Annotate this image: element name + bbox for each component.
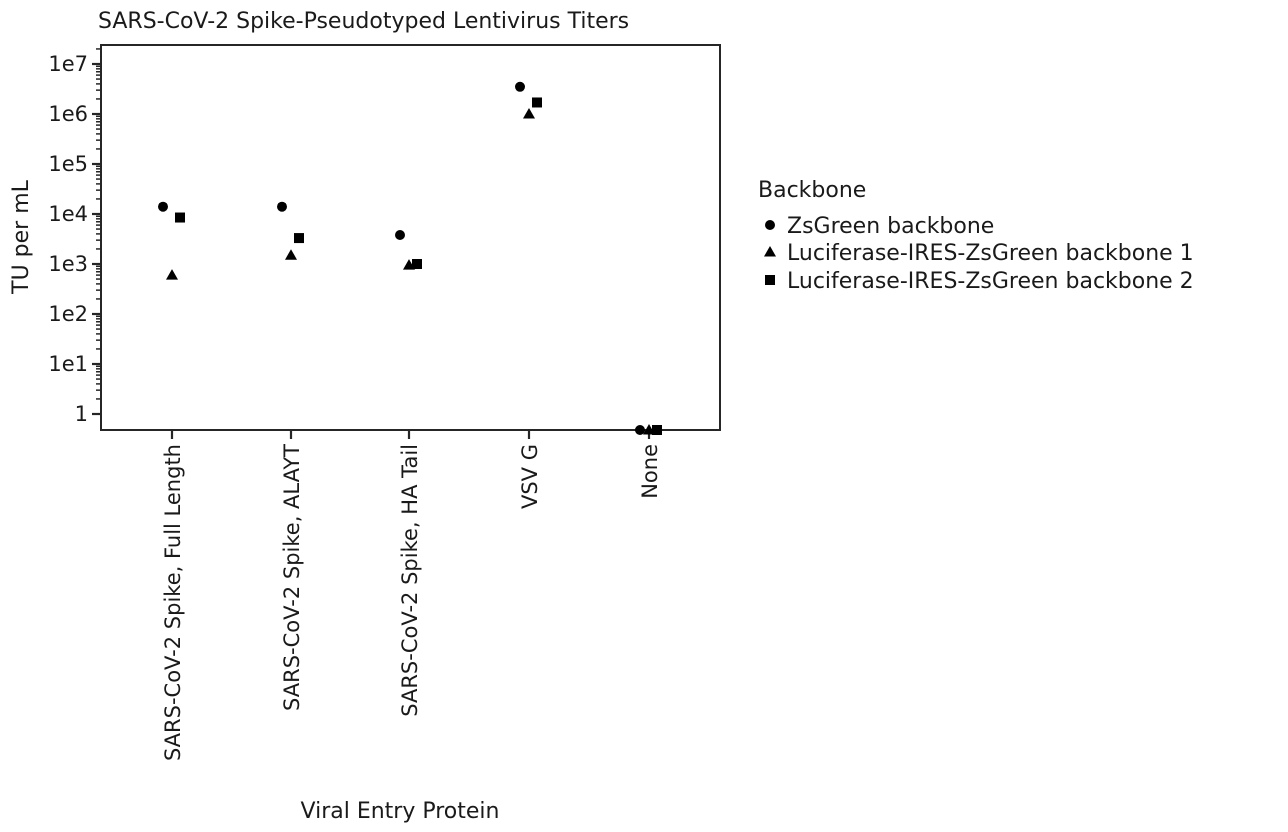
y-tick-label: 1e3 <box>48 252 88 276</box>
y-tick-label: 1e6 <box>48 102 88 126</box>
data-points <box>158 81 662 435</box>
x-tick-label: None <box>638 444 662 499</box>
y-tick-label: 1e2 <box>48 302 88 326</box>
legend-label: Luciferase-IRES-ZsGreen backbone 1 <box>787 241 1194 266</box>
y-tick-label: 1 <box>75 402 88 426</box>
legend: Backbone ZsGreen backboneLuciferase-IRES… <box>758 178 1194 294</box>
legend-marker-triangle <box>764 246 776 257</box>
x-tick-label: VSV G <box>518 444 542 509</box>
data-point-circle <box>515 81 525 92</box>
data-point-square <box>652 425 662 435</box>
x-axis-label: Viral Entry Protein <box>301 799 500 824</box>
legend-label: Luciferase-IRES-ZsGreen backbone 2 <box>787 269 1194 294</box>
y-axis: 1 1e1 1e2 1e3 1e4 1e5 1e6 1e7 <box>48 48 101 426</box>
data-point-square <box>175 212 185 223</box>
y-tick-label: 1e7 <box>48 52 88 76</box>
y-tick-label: 1e5 <box>48 152 88 176</box>
plot-area-frame <box>100 44 721 431</box>
data-point-triangle <box>166 269 178 280</box>
data-point-triangle <box>523 108 535 119</box>
legend-marker-square <box>765 275 775 285</box>
x-axis: SARS-CoV-2 Spike, Full Length SARS-CoV-2 … <box>161 430 662 761</box>
data-point-circle <box>635 425 645 435</box>
data-point-square <box>294 233 304 244</box>
x-tick-label: SARS-CoV-2 Spike, ALAYT <box>280 444 304 711</box>
legend-marker-circle <box>765 220 775 230</box>
y-axis-label: TU per mL <box>9 179 34 295</box>
y-tick-label: 1e4 <box>48 202 88 226</box>
data-point-circle <box>395 230 405 241</box>
legend-title: Backbone <box>758 178 866 203</box>
x-tick-label: SARS-CoV-2 Spike, HA Tail <box>398 444 422 717</box>
y-tick-label: 1e1 <box>48 352 88 376</box>
legend-label: ZsGreen backbone <box>787 214 994 239</box>
data-point-triangle <box>285 249 297 260</box>
data-point-circle <box>158 201 168 212</box>
x-tick-label: SARS-CoV-2 Spike, Full Length <box>161 444 185 761</box>
data-point-circle <box>277 201 287 212</box>
chart-title: SARS-CoV-2 Spike-Pseudotyped Lentivirus … <box>98 9 629 34</box>
data-point-square <box>412 259 422 269</box>
data-point-square <box>532 97 542 108</box>
